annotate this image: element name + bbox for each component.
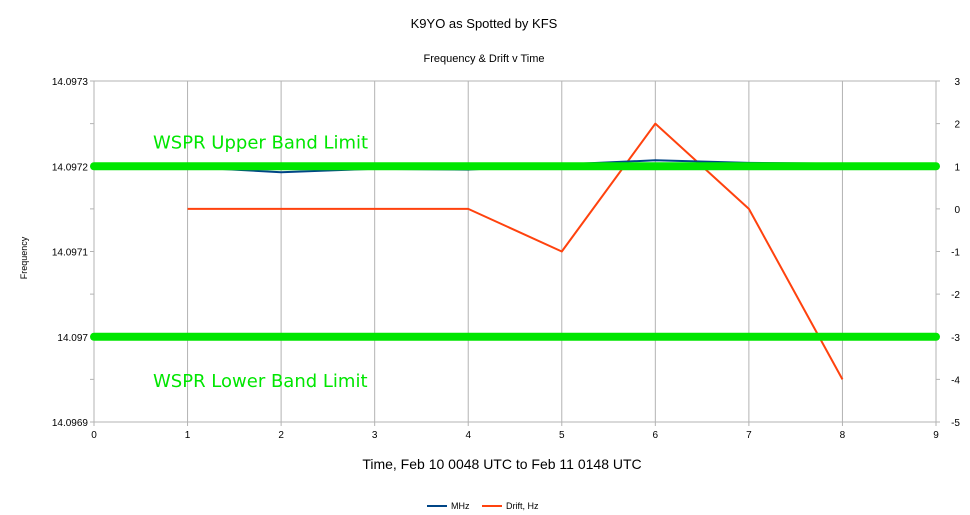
legend-label-mhz: MHz: [451, 501, 470, 511]
x-tick-label: 9: [933, 430, 939, 441]
tick-labels: 0 1 2 3 4 5 6 7 8 9 14.0973 14.0972 14.0971 14.097 14.…: [52, 77, 961, 441]
legend: MHz Drift, Hz: [427, 501, 539, 511]
band-limit-lines: WSPR Upper Band Limit WSPR Lower Band Lim…: [90, 132, 940, 392]
x-tick-label: 7: [746, 430, 752, 441]
legend-label-drift: Drift, Hz: [506, 501, 539, 511]
y-tick-label: 14.0973: [52, 77, 89, 88]
x-tick-label: 2: [278, 430, 284, 441]
y-tick-label: 14.097: [57, 333, 88, 344]
x-tick-label: 3: [372, 430, 378, 441]
x-tick-label: 5: [559, 430, 565, 441]
x-tick-label: 1: [185, 430, 191, 441]
y-axis-label: Frequency: [19, 236, 29, 279]
y2-tick-label: 1: [954, 162, 960, 173]
y2-tick-label: 0: [954, 205, 960, 216]
y2-tick-label: 2: [954, 120, 960, 131]
y-tick-label: 14.0972: [52, 162, 89, 173]
y2-tick-label: 3: [954, 77, 960, 88]
series-line-drift: [187, 122, 844, 380]
upper-band-limit-label: WSPR Upper Band Limit: [153, 132, 368, 153]
chart-title: K9YO as Spotted by KFS: [411, 16, 558, 31]
axes: [90, 80, 940, 426]
chart-subtitle: Frequency & Drift v Time: [423, 53, 544, 65]
y2-tick-label: -2: [951, 290, 960, 301]
x-tick-label: 4: [465, 430, 471, 441]
y-tick-label: 14.0969: [52, 418, 89, 429]
x-tick-label: 8: [840, 430, 846, 441]
lower-band-limit-label: WSPR Lower Band Limit: [153, 371, 368, 392]
y-tick-label: 14.0971: [52, 248, 89, 259]
y2-tick-label: -3: [951, 333, 960, 344]
y2-tick-label: -4: [951, 375, 960, 386]
y2-tick-label: -5: [951, 418, 960, 429]
x-axis-label: Time, Feb 10 0048 UTC to Feb 11 0148 UTC: [362, 456, 641, 472]
x-tick-label: 6: [653, 430, 659, 441]
y2-tick-label: -1: [951, 248, 960, 259]
x-tick-label: 0: [91, 430, 97, 441]
